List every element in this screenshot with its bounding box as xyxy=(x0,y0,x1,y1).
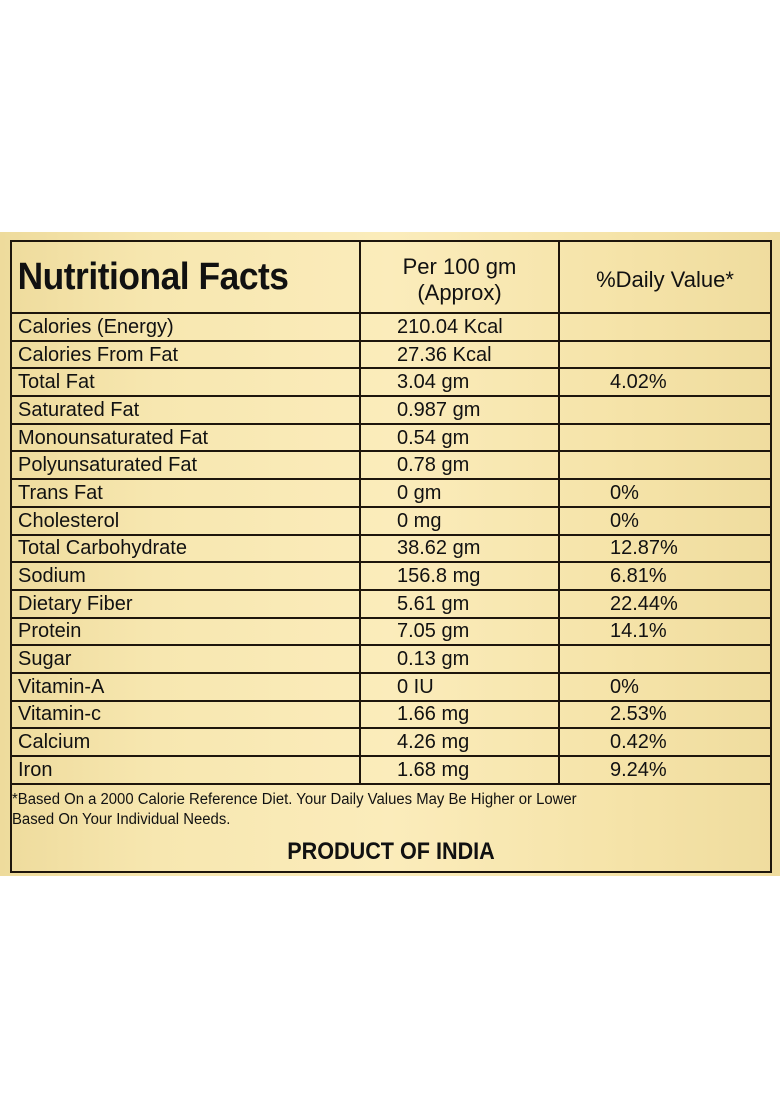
nutrient-daily-value xyxy=(558,450,772,481)
label-title: Nutritional Facts xyxy=(17,255,289,298)
table-row: Vitamin-c 1.66 mg 2.53% xyxy=(10,699,772,730)
amount-header-line1: Per 100 gm xyxy=(402,254,517,279)
nutrient-name: Vitamin-c xyxy=(10,699,361,730)
table-row: Vitamin-A 0 IU 0% xyxy=(10,671,772,702)
nutrient-name: Saturated Fat xyxy=(10,395,361,425)
nutrient-name: Protein xyxy=(10,616,361,647)
nutrient-daily-value: 4.02% xyxy=(558,367,772,398)
nutrient-amount: 1.68 mg xyxy=(359,755,560,785)
nutrient-daily-value xyxy=(558,312,772,342)
nutrient-amount: 0.987 gm xyxy=(359,395,560,425)
nutrient-name: Total Fat xyxy=(10,367,361,398)
nutrient-amount: 0 mg xyxy=(359,505,560,536)
nutrient-name: Total Carbohydrate xyxy=(10,533,361,564)
nutrient-amount: 4.26 mg xyxy=(359,727,560,757)
nutrient-amount: 0.78 gm xyxy=(359,450,560,481)
amount-header-line2: (Approx) xyxy=(417,280,502,305)
table-row: Monounsaturated Fat 0.54 gm xyxy=(10,422,772,453)
nutrient-name: Trans Fat xyxy=(10,478,361,508)
nutrient-amount: 7.05 gm xyxy=(359,616,560,647)
table-row: Cholesterol 0 mg 0% xyxy=(10,505,772,536)
nutrient-daily-value xyxy=(558,422,772,453)
nutrient-daily-value: 14.1% xyxy=(558,616,772,647)
table-row: Calcium 4.26 mg 0.42% xyxy=(10,727,772,757)
nutrient-amount: 156.8 mg xyxy=(359,561,560,591)
nutrient-amount: 38.62 gm xyxy=(359,533,560,564)
footer-row: *Based On a 2000 Calorie Reference Diet.… xyxy=(10,782,772,873)
nutrient-name: Calories (Energy) xyxy=(10,312,361,342)
table-row: Total Fat 3.04 gm 4.02% xyxy=(10,367,772,398)
footer-cell: *Based On a 2000 Calorie Reference Diet.… xyxy=(10,782,772,873)
nutrient-name: Dietary Fiber xyxy=(10,588,361,619)
table-row: Sodium 156.8 mg 6.81% xyxy=(10,561,772,591)
table-header-row: Nutritional Facts Per 100 gm (Approx) %D… xyxy=(10,240,772,314)
product-origin: PRODUCT OF INDIA xyxy=(287,837,495,865)
table-row: Dietary Fiber 5.61 gm 22.44% xyxy=(10,588,772,619)
daily-value-header: %Daily Value* xyxy=(596,267,734,292)
nutrient-name: Monounsaturated Fat xyxy=(10,422,361,453)
table-row: Calories From Fat 27.36 Kcal xyxy=(10,339,772,370)
title-cell: Nutritional Facts xyxy=(10,240,361,314)
nutrient-amount: 1.66 mg xyxy=(359,699,560,730)
nutrient-amount: 3.04 gm xyxy=(359,367,560,398)
nutrient-daily-value: 6.81% xyxy=(558,561,772,591)
nutrient-name: Polyunsaturated Fat xyxy=(10,450,361,481)
table-row: Iron 1.68 mg 9.24% xyxy=(10,755,772,785)
nutrient-daily-value: 0% xyxy=(558,671,772,702)
nutrition-facts-table: Nutritional Facts Per 100 gm (Approx) %D… xyxy=(10,240,772,873)
nutrient-daily-value xyxy=(558,395,772,425)
nutrient-daily-value: 12.87% xyxy=(558,533,772,564)
nutrient-daily-value xyxy=(558,644,772,674)
table-row: Total Carbohydrate 38.62 gm 12.87% xyxy=(10,533,772,564)
table-row: Trans Fat 0 gm 0% xyxy=(10,478,772,508)
nutrient-amount: 210.04 Kcal xyxy=(359,312,560,342)
nutrient-amount: 0.13 gm xyxy=(359,644,560,674)
nutrient-daily-value: 0% xyxy=(558,505,772,536)
table-row: Sugar 0.13 gm xyxy=(10,644,772,674)
nutrient-amount: 0 gm xyxy=(359,478,560,508)
table-row: Protein 7.05 gm 14.1% xyxy=(10,616,772,647)
nutrient-daily-value: 0% xyxy=(558,478,772,508)
nutrient-daily-value xyxy=(558,339,772,370)
table-row: Saturated Fat 0.987 gm xyxy=(10,395,772,425)
nutrient-amount: 5.61 gm xyxy=(359,588,560,619)
footnote-line2: Based On Your Individual Needs. xyxy=(12,810,231,828)
nutrient-daily-value: 0.42% xyxy=(558,727,772,757)
daily-value-column-header: %Daily Value* xyxy=(558,240,772,314)
nutrient-amount: 0 IU xyxy=(359,671,560,702)
nutrient-name: Sodium xyxy=(10,561,361,591)
nutrient-name: Vitamin-A xyxy=(10,671,361,702)
nutrient-daily-value: 2.53% xyxy=(558,699,772,730)
nutrient-amount: 0.54 gm xyxy=(359,422,560,453)
amount-column-header: Per 100 gm (Approx) xyxy=(359,240,560,314)
nutrient-daily-value: 9.24% xyxy=(558,755,772,785)
nutrient-name: Calcium xyxy=(10,727,361,757)
nutrient-name: Cholesterol xyxy=(10,505,361,536)
table-row: Polyunsaturated Fat 0.78 gm xyxy=(10,450,772,481)
table-row: Calories (Energy) 210.04 Kcal xyxy=(10,312,772,342)
footnote-line1: *Based On a 2000 Calorie Reference Diet.… xyxy=(12,790,577,808)
nutrient-name: Calories From Fat xyxy=(10,339,361,370)
nutrient-name: Iron xyxy=(10,755,361,785)
nutrient-amount: 27.36 Kcal xyxy=(359,339,560,370)
nutrient-daily-value: 22.44% xyxy=(558,588,772,619)
nutrient-name: Sugar xyxy=(10,644,361,674)
